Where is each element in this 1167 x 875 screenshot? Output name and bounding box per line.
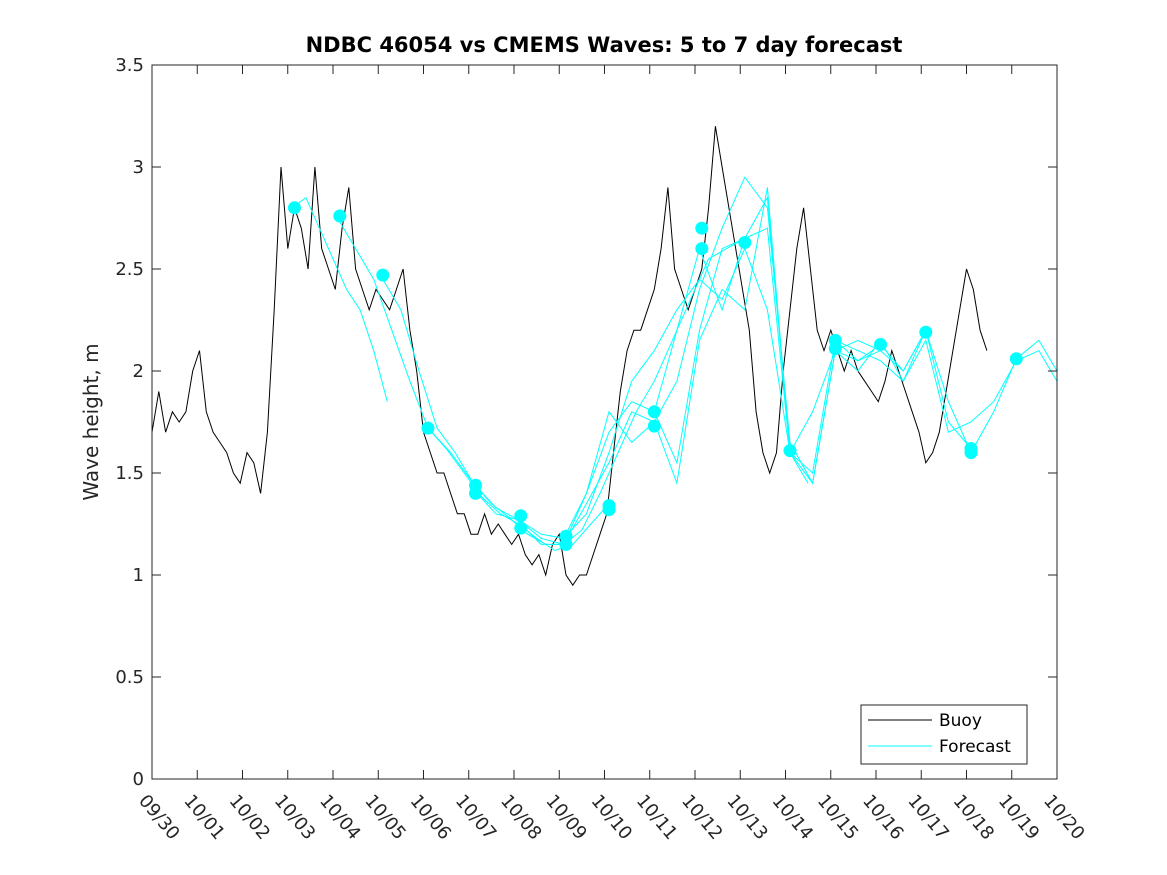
plot-area — [152, 65, 1057, 779]
y-tick-label: 3 — [133, 157, 144, 178]
forecast-marker — [514, 509, 528, 523]
chart-title: NDBC 46054 vs CMEMS Waves: 5 to 7 day fo… — [306, 33, 903, 57]
forecast-marker — [738, 236, 752, 249]
forecast-markers — [288, 201, 1023, 551]
forecast-marker — [695, 242, 709, 256]
forecast-marker — [559, 537, 573, 551]
forecast-marker — [288, 201, 301, 215]
y-tick-label: 2 — [133, 361, 144, 382]
forecast-marker — [602, 503, 616, 517]
y-axis-label: Wave height, m — [79, 343, 103, 500]
forecast-marker — [376, 268, 390, 282]
forecast-marker — [964, 446, 978, 460]
y-tick-label: 1 — [133, 565, 144, 586]
y-tick-label: 1.5 — [115, 463, 144, 484]
forecast-marker — [647, 419, 661, 433]
y-tick-label: 3.5 — [115, 55, 144, 76]
legend: Buoy Forecast — [860, 704, 1028, 765]
forecast-marker — [695, 221, 709, 235]
forecast-marker — [828, 342, 842, 356]
buoy-series — [151, 126, 988, 587]
forecast-marker — [919, 325, 933, 339]
legend-buoy-label: Buoy — [939, 711, 982, 731]
y-tick-label: 0 — [133, 769, 144, 790]
forecast-marker — [783, 444, 797, 458]
forecast-marker — [1009, 352, 1023, 366]
forecast-marker — [421, 421, 435, 435]
forecast-marker — [874, 338, 887, 351]
buoy-line — [151, 126, 988, 587]
forecast-line-1 — [291, 196, 388, 402]
y-tick-label: 2.5 — [115, 259, 144, 280]
y-tick-label: 0.5 — [115, 667, 144, 688]
legend-forecast-label: Forecast — [939, 737, 1011, 757]
forecast-marker — [333, 209, 347, 223]
forecast-line-8 — [653, 227, 1058, 485]
forecast-line-9 — [835, 339, 1058, 433]
forecast-marker — [514, 521, 528, 535]
legend-box — [860, 704, 1028, 765]
forecast-marker — [469, 486, 482, 500]
y-axis-ticks: 0 0.5 1 1.5 2 2.5 3 3.5 — [115, 55, 1057, 790]
forecast-marker — [647, 405, 661, 419]
